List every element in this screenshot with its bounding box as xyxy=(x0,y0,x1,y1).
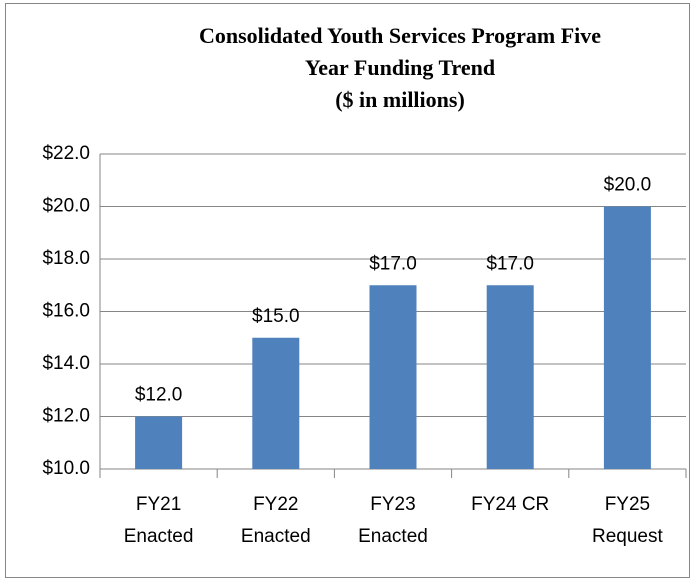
data-label: $12.0 xyxy=(135,385,183,406)
y-tick-label: $14.0 xyxy=(42,353,90,374)
x-tick-label: FY21 xyxy=(136,494,181,515)
data-label: $17.0 xyxy=(369,253,417,274)
bar xyxy=(252,337,300,469)
x-tick-label: FY23 xyxy=(370,494,415,515)
chart-title: Year Funding Trend xyxy=(305,55,495,80)
chart-frame xyxy=(5,3,690,578)
bar xyxy=(603,206,651,469)
x-tick-label: Enacted xyxy=(241,526,311,547)
x-tick-label: Request xyxy=(592,526,663,547)
bar xyxy=(486,285,534,469)
data-label: $20.0 xyxy=(604,175,652,196)
y-tick-label: $16.0 xyxy=(42,301,90,322)
x-tick-label: FY24 CR xyxy=(471,494,549,515)
data-label: $17.0 xyxy=(486,253,534,274)
y-tick-label: $20.0 xyxy=(42,196,90,217)
y-tick-label: $22.0 xyxy=(42,143,90,164)
x-tick-label: Enacted xyxy=(124,526,194,547)
data-label: $15.0 xyxy=(252,306,300,327)
chart-subtitle: ($ in millions) xyxy=(335,87,465,112)
bar xyxy=(369,285,417,469)
y-tick-label: $10.0 xyxy=(42,458,90,479)
x-tick-label: Enacted xyxy=(358,526,428,547)
bar xyxy=(135,416,183,469)
y-tick-label: $12.0 xyxy=(42,406,90,427)
x-tick-label: FY25 xyxy=(605,494,650,515)
x-tick-label: FY22 xyxy=(253,494,298,515)
y-tick-label: $18.0 xyxy=(42,248,90,269)
chart-title: Consolidated Youth Services Program Five xyxy=(199,23,601,48)
